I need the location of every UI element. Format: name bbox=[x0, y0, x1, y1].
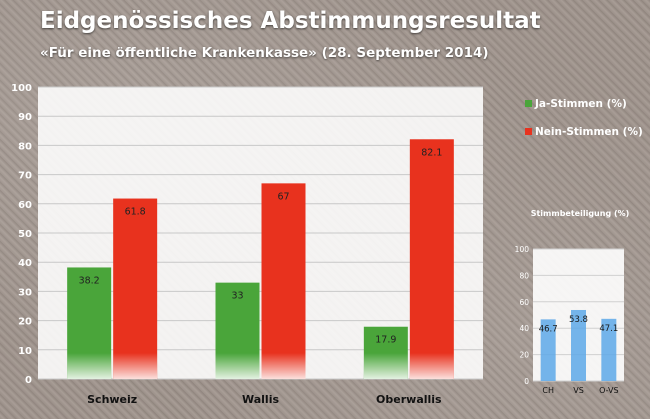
turnout-bar-ch bbox=[540, 319, 556, 381]
chart-title: Eidgenössisches Abstimmungsresultat bbox=[40, 8, 541, 34]
bar-nein-oberwallis bbox=[409, 139, 454, 379]
legend-swatch bbox=[525, 128, 532, 135]
bar-reflection bbox=[113, 353, 158, 379]
bar-reflection bbox=[261, 353, 306, 379]
y-tick-label: 50 bbox=[18, 229, 32, 240]
data-label: 67 bbox=[277, 191, 289, 202]
subchart-x-tick-label: O-VS bbox=[599, 386, 619, 395]
turnout-data-label: 46.7 bbox=[539, 324, 558, 334]
y-tick-label: 70 bbox=[18, 171, 32, 182]
legend-label: Ja-Stimmen (%) bbox=[534, 98, 627, 110]
bar-reflection bbox=[215, 353, 260, 379]
y-tick-label: 0 bbox=[25, 375, 32, 386]
legend-label: Nein-Stimmen (%) bbox=[535, 126, 643, 138]
bar-nein-wallis bbox=[261, 183, 306, 379]
y-tick-label: 30 bbox=[18, 287, 32, 298]
data-label: 17.9 bbox=[375, 335, 396, 346]
turnout-bar-vs bbox=[571, 309, 586, 381]
subchart-y-tick-label: 60 bbox=[519, 298, 529, 307]
bar-reflection bbox=[363, 353, 408, 379]
subchart-y-tick-label: 20 bbox=[519, 351, 529, 360]
chart-subtitle: «Für eine öffentliche Krankenkasse» (28.… bbox=[40, 45, 489, 61]
x-tick-label: Schweiz bbox=[87, 393, 137, 406]
data-label: 61.8 bbox=[125, 207, 146, 218]
subchart-y-tick-label: 0 bbox=[524, 377, 529, 386]
y-tick-label: 10 bbox=[18, 346, 32, 357]
y-tick-label: 40 bbox=[18, 258, 32, 269]
data-label: 33 bbox=[231, 291, 243, 302]
subchart-title: Stimmbeteiligung (%) bbox=[531, 209, 630, 218]
data-label: 38.2 bbox=[79, 275, 100, 286]
bar-nein-schweiz bbox=[113, 198, 158, 379]
bar-reflection bbox=[67, 353, 112, 379]
subchart-x-tick-label: VS bbox=[573, 386, 584, 395]
y-tick-label: 90 bbox=[18, 112, 32, 123]
legend-swatch bbox=[525, 100, 532, 107]
turnout-data-label: 47.1 bbox=[599, 324, 618, 334]
data-label: 82.1 bbox=[421, 147, 442, 158]
subchart-y-tick-label: 100 bbox=[515, 245, 530, 254]
y-tick-label: 60 bbox=[18, 200, 32, 211]
y-tick-label: 100 bbox=[11, 83, 32, 94]
subchart-x-tick-label: CH bbox=[542, 386, 554, 395]
turnout-data-label: 53.8 bbox=[569, 315, 588, 325]
x-tick-label: Wallis bbox=[242, 393, 279, 406]
bar-reflection bbox=[409, 353, 454, 379]
subchart-y-tick-label: 40 bbox=[519, 324, 529, 333]
y-tick-label: 20 bbox=[18, 317, 32, 328]
turnout-bar-o-vs bbox=[601, 318, 617, 381]
subchart-y-tick-label: 80 bbox=[519, 271, 529, 280]
y-tick-label: 80 bbox=[18, 141, 32, 152]
x-tick-label: Oberwallis bbox=[376, 393, 442, 406]
